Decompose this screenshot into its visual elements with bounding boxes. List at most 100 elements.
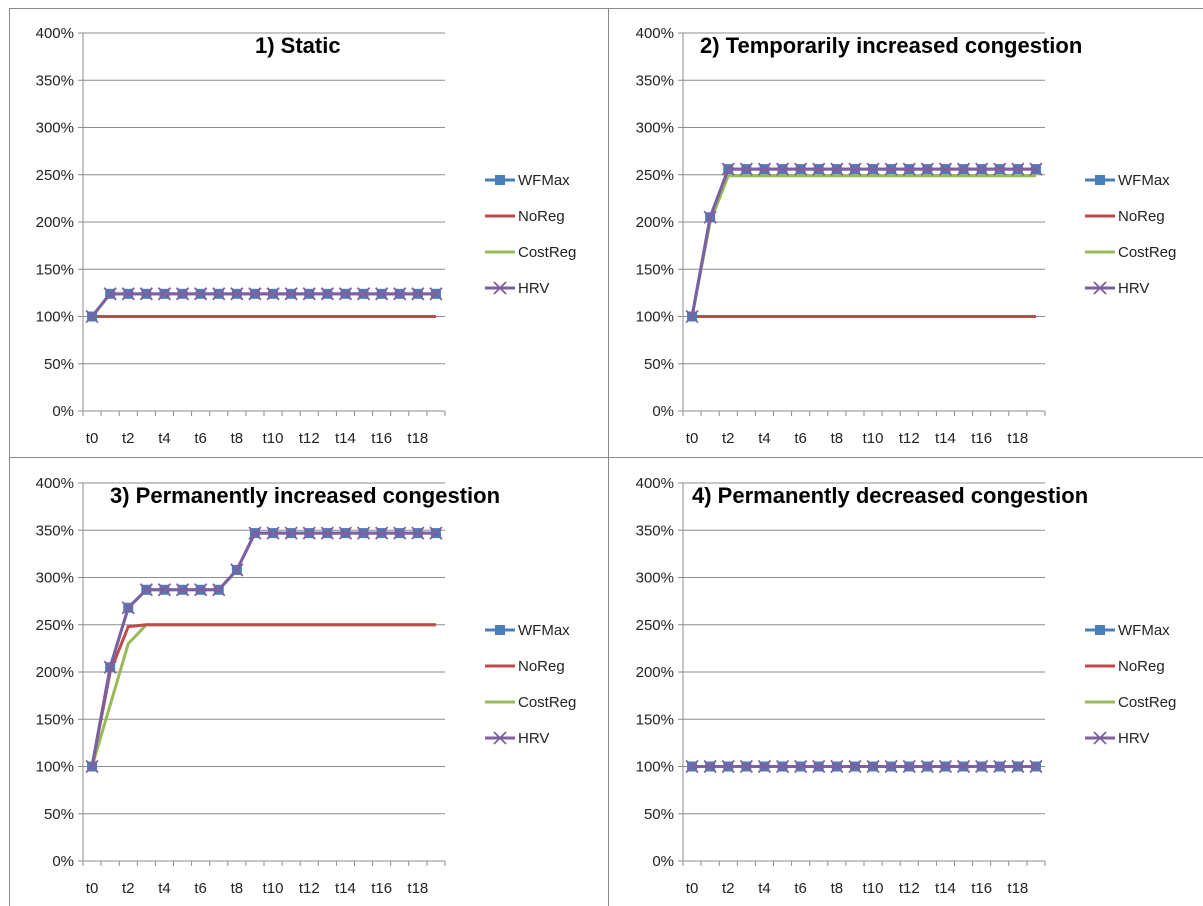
data-point-hrv: [920, 162, 934, 176]
data-point-hrv: [429, 287, 443, 301]
data-point-hrv: [212, 287, 226, 301]
x-tick-label: t8: [831, 430, 844, 447]
series-line-costreg: [90, 623, 436, 767]
data-point-hrv: [320, 526, 334, 540]
data-point-hrv: [938, 759, 953, 774]
legend-label-costreg: CostReg: [518, 244, 576, 261]
chart-title: 1) Static: [255, 33, 341, 58]
y-tick-label: 100%: [36, 759, 74, 776]
data-point-hrv: [175, 287, 190, 301]
data-point-hrv: [411, 287, 425, 301]
data-point-hrv: [1011, 162, 1025, 176]
y-tick-label: 50%: [644, 356, 674, 373]
legend-marker-hrv: [493, 731, 507, 745]
data-point-hrv: [739, 759, 753, 774]
chart-svg: 0% 50% 100% 150% 200% 250% 300% 350% 400% t0 t2 t4 t…: [636, 25, 1177, 447]
series-wfmax: [87, 528, 441, 772]
legend-label-hrv: HRV: [518, 730, 549, 747]
series-line-wfmax: [690, 167, 1036, 317]
series-line-noreg: [90, 623, 436, 767]
data-point-hrv: [393, 287, 407, 301]
data-point-hrv: [775, 162, 790, 176]
data-point-hrv: [266, 526, 280, 540]
y-tick-label: 100%: [636, 759, 674, 776]
data-point-hrv: [993, 162, 1007, 176]
data-point-hrv: [902, 162, 916, 176]
data-point-hrv: [812, 162, 826, 176]
series-wfmax: [687, 164, 1041, 322]
data-point-hrv: [721, 759, 735, 774]
data-point-hrv: [884, 759, 898, 774]
legend: WFMax NoReg CostReg HRV: [1085, 622, 1176, 747]
data-point-hrv: [812, 759, 826, 774]
data-point-hrv: [194, 287, 208, 301]
x-tick-label: t6: [194, 880, 207, 897]
data-point-hrv: [794, 162, 808, 176]
legend-marker-hrv: [493, 281, 507, 295]
data-point-hrv: [1029, 759, 1043, 774]
data-point-hrv: [375, 526, 389, 540]
series-line-hrv: [90, 531, 436, 767]
data-point-hrv: [248, 287, 262, 301]
series-costreg: [90, 623, 436, 767]
data-point-hrv: [848, 759, 862, 774]
data-point-hrv: [866, 162, 880, 176]
x-tick-label: t10: [263, 430, 284, 447]
x-tick-label: t10: [263, 880, 284, 897]
chart-title: 4) Permanently decreased congestion: [692, 483, 1088, 508]
data-point-hrv: [1029, 162, 1043, 176]
legend-label-noreg: NoReg: [518, 658, 565, 675]
series-hrv: [685, 759, 1043, 774]
legend-label-wfmax: WFMax: [518, 172, 570, 189]
x-tick-label: t14: [935, 880, 956, 897]
x-tick-label: t18: [1007, 430, 1028, 447]
data-point-hrv: [975, 162, 989, 176]
legend-label-noreg: NoReg: [518, 208, 565, 225]
x-tick-label: t14: [935, 430, 956, 447]
y-tick-label: 250%: [36, 167, 74, 184]
y-tick-label: 300%: [36, 570, 74, 587]
legend-label-wfmax: WFMax: [518, 622, 570, 639]
data-point-hrv: [685, 309, 699, 324]
y-tick-label: 400%: [36, 25, 74, 42]
data-point-hrv: [230, 563, 244, 577]
x-tick-label: t4: [758, 430, 771, 447]
data-point-hrv: [775, 759, 790, 774]
data-point-hrv: [975, 759, 989, 774]
legend-label-hrv: HRV: [518, 280, 549, 297]
legend-marker-wfmax: [495, 175, 505, 185]
data-point-hrv: [956, 162, 971, 176]
legend-label-hrv: HRV: [1118, 730, 1149, 747]
data-point-hrv: [284, 526, 298, 540]
y-tick-label: 400%: [636, 475, 674, 492]
data-point-hrv: [866, 759, 880, 774]
y-tick-label: 300%: [36, 120, 74, 137]
data-point-hrv: [356, 526, 371, 540]
data-point-hrv: [848, 162, 862, 176]
x-tick-label: t2: [122, 880, 135, 897]
x-tick-label: t14: [335, 880, 356, 897]
series-line-hrv: [90, 292, 436, 318]
data-point-hrv: [85, 759, 99, 774]
legend-label-wfmax: WFMax: [1118, 622, 1170, 639]
data-point-hrv: [175, 583, 190, 597]
y-tick-label: 100%: [36, 309, 74, 326]
x-tick-label: t18: [1007, 880, 1028, 897]
chart-title: 2) Temporarily increased congestion: [700, 33, 1082, 58]
y-tick-label: 150%: [36, 261, 74, 278]
data-point-hrv: [757, 759, 772, 774]
x-tick-label: t10: [863, 430, 884, 447]
legend-label-wfmax: WFMax: [1118, 172, 1170, 189]
data-point-hrv: [429, 526, 443, 540]
y-tick-label: 200%: [636, 664, 674, 681]
data-point-hrv: [121, 287, 135, 301]
data-point-hrv: [830, 759, 844, 774]
y-tick-label: 200%: [636, 214, 674, 231]
data-point-hrv: [338, 526, 353, 540]
x-tick-label: t6: [794, 880, 807, 897]
data-point-hrv: [356, 287, 371, 301]
y-tick-label: 250%: [636, 617, 674, 634]
legend-label-noreg: NoReg: [1118, 658, 1165, 675]
x-tick-label: t16: [371, 880, 392, 897]
y-tick-label: 150%: [636, 711, 674, 728]
